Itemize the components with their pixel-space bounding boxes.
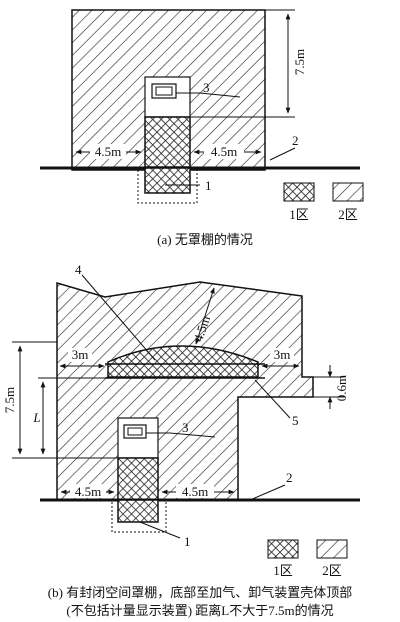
label-1-a: 1: [205, 178, 212, 193]
zone2-region-b: [56, 281, 314, 501]
label-2-b: 2: [286, 470, 293, 485]
right-dim-a: 4.5m: [211, 144, 237, 159]
legend-zone1-label-b: 1区: [273, 563, 293, 578]
L-dim-b: L: [32, 410, 40, 425]
height-dim-b: 7.5m: [2, 387, 17, 413]
left-3m-b: 3m: [72, 347, 89, 362]
label-1-b: 1: [184, 534, 191, 549]
right-3m-b: 3m: [274, 347, 291, 362]
legend-zone2-label-a: 2区: [338, 207, 358, 222]
label-5-b: 5: [292, 413, 299, 428]
pit-zone1-a: [144, 167, 191, 194]
diagram-b: 4 4.5m 3m 3m 0.6m 5 7.5m L 3: [2, 262, 360, 618]
diagram-a: 7.5m 4.5m 4.5m 3 2 1 1区 2区 (a) 无罩棚的情况: [40, 9, 364, 247]
zone1-region-a: [144, 116, 191, 168]
legend-zone2-swatch-b: [316, 539, 348, 559]
pit-zone1-b: [117, 499, 159, 523]
zone1-region-b: [117, 457, 159, 501]
top-dim-line-b: [195, 287, 215, 345]
dim-06-b: 0.6m: [334, 375, 349, 401]
display-box-b: [123, 424, 147, 439]
left-dim-b: 4.5m: [75, 484, 101, 499]
label-3-a: 3: [203, 80, 210, 95]
legend-zone1-label-a: 1区: [289, 207, 309, 222]
label-4-b: 4: [75, 262, 82, 277]
foundation-b: [111, 499, 167, 533]
caption-b-line1: (b) 有封闭空间罩棚，底部至加气、卸气装置壳体顶部: [48, 585, 352, 600]
right-dim-b: 4.5m: [182, 484, 208, 499]
caption-a: (a) 无罩棚的情况: [157, 232, 253, 247]
legend-zone2-swatch-a: [332, 182, 364, 202]
left-dim-a: 4.5m: [95, 144, 121, 159]
legend-zone1-swatch-b: [267, 539, 299, 559]
label-2-a: 2: [292, 133, 299, 148]
height-dim-a: 7.5m: [292, 49, 307, 75]
legend-zone2-label-b: 2区: [322, 563, 342, 578]
label-3-b: 3: [182, 420, 189, 435]
caption-b-line2: (不包括计量显示装置) 距离L不大于7.5m的情况: [66, 603, 333, 618]
legend-zone1-swatch-a: [283, 182, 315, 202]
canopy-zone1-b: [107, 345, 259, 378]
